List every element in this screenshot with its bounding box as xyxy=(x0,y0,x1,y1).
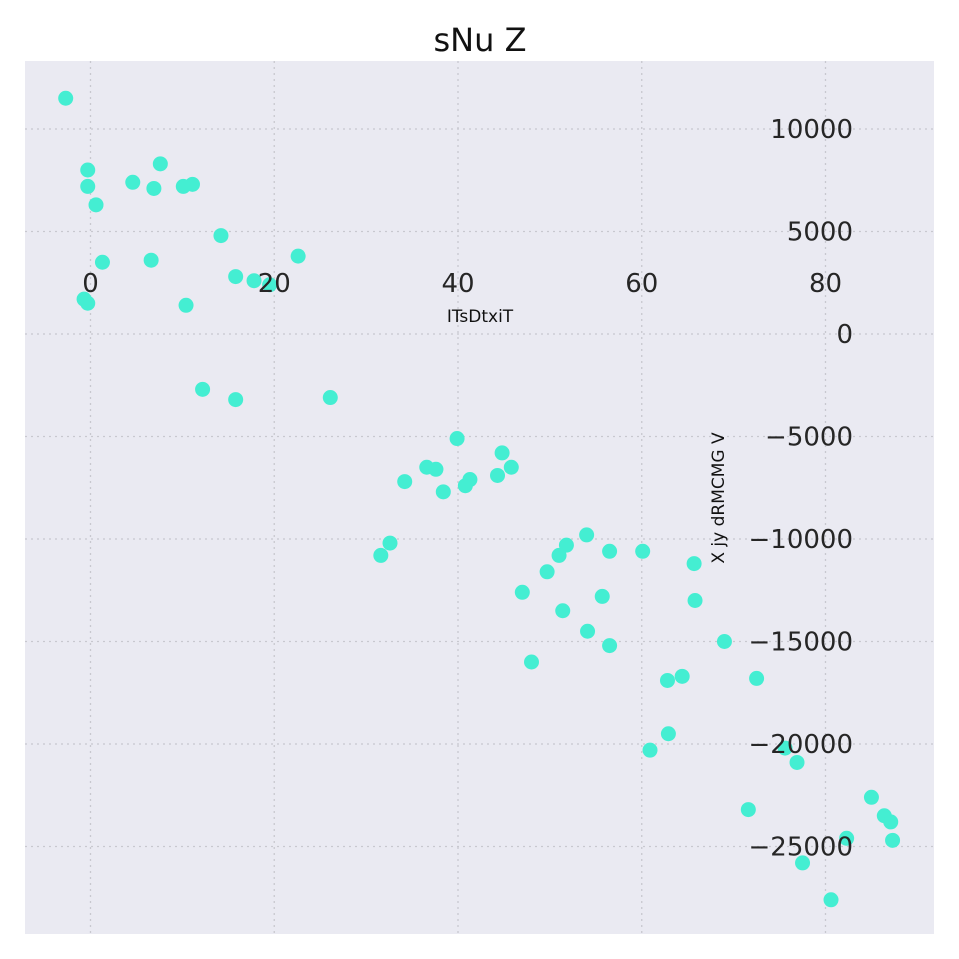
x-axis-label: ITsDtxiT xyxy=(447,307,514,327)
data-point xyxy=(635,543,651,559)
data-point xyxy=(373,547,389,563)
data-point xyxy=(125,174,141,190)
y-tick-label: −5000 xyxy=(765,423,853,453)
data-point xyxy=(687,593,703,608)
data-point xyxy=(749,670,765,686)
data-point xyxy=(839,830,855,846)
data-point xyxy=(152,156,168,172)
x-tick-label: 60 xyxy=(625,269,658,299)
data-point xyxy=(823,892,839,908)
data-point xyxy=(514,584,530,600)
data-point xyxy=(88,197,104,213)
data-point xyxy=(503,459,519,475)
data-point xyxy=(449,431,465,447)
x-tick-label: 0 xyxy=(82,269,99,299)
y-tick-label: −25000 xyxy=(749,833,854,863)
data-point xyxy=(322,390,338,406)
data-point xyxy=(539,564,555,580)
data-point xyxy=(58,90,74,106)
y-tick-label: 10000 xyxy=(770,115,853,145)
data-point xyxy=(740,802,756,818)
data-point xyxy=(885,832,901,848)
data-point xyxy=(494,445,510,461)
data-point xyxy=(80,295,96,311)
y-tick-label: 5000 xyxy=(787,218,853,248)
data-point xyxy=(435,484,451,500)
data-point xyxy=(213,228,229,244)
data-point xyxy=(602,638,618,654)
data-point xyxy=(178,297,194,313)
y-axis-label: X jy dRMCMG V xyxy=(709,432,729,564)
x-tick-labels: 0 20 40 60 80 xyxy=(82,269,842,299)
x-tick-label: 80 xyxy=(809,269,842,299)
data-point xyxy=(558,537,574,553)
data-point xyxy=(883,814,899,830)
y-tick-label: −20000 xyxy=(749,730,854,760)
data-point xyxy=(246,273,262,289)
data-point xyxy=(146,180,162,196)
data-point xyxy=(580,623,596,639)
data-point xyxy=(228,392,244,408)
data-point xyxy=(428,461,444,477)
data-point xyxy=(80,162,96,178)
plot-background xyxy=(25,61,934,934)
y-tick-label: −15000 xyxy=(749,628,854,658)
y-tick-labels: 10000 5000 0 −5000 −10000 −15000 −20000 −25000 xyxy=(749,115,854,863)
data-point xyxy=(184,176,200,192)
data-point xyxy=(602,543,618,559)
data-point xyxy=(789,754,805,770)
y-tick-label: 0 xyxy=(836,320,853,350)
grid-lines xyxy=(25,61,934,934)
data-point xyxy=(777,740,793,756)
data-point xyxy=(660,726,676,742)
y-tick-label: −10000 xyxy=(749,525,854,555)
data-point xyxy=(143,252,159,268)
data-point xyxy=(524,654,539,670)
chart-title: sNu Z xyxy=(434,21,527,59)
data-point xyxy=(397,474,413,490)
data-point xyxy=(382,535,398,551)
x-tick-label: 20 xyxy=(258,269,291,299)
data-point xyxy=(863,789,879,805)
data-point xyxy=(579,527,595,543)
data-point xyxy=(594,588,610,604)
data-point xyxy=(80,178,96,194)
data-point xyxy=(94,254,110,270)
data-point xyxy=(674,668,690,684)
data-point xyxy=(716,634,732,649)
data-point xyxy=(290,248,306,264)
data-point xyxy=(795,855,811,871)
data-point xyxy=(642,742,658,758)
data-point xyxy=(262,277,278,293)
data-point xyxy=(555,603,571,619)
data-point xyxy=(462,472,478,488)
data-points xyxy=(58,90,901,908)
data-point xyxy=(195,381,211,397)
data-point xyxy=(228,269,244,285)
data-point xyxy=(659,672,675,688)
data-point xyxy=(686,556,702,572)
x-tick-label: 40 xyxy=(441,269,474,299)
data-point xyxy=(490,467,506,483)
